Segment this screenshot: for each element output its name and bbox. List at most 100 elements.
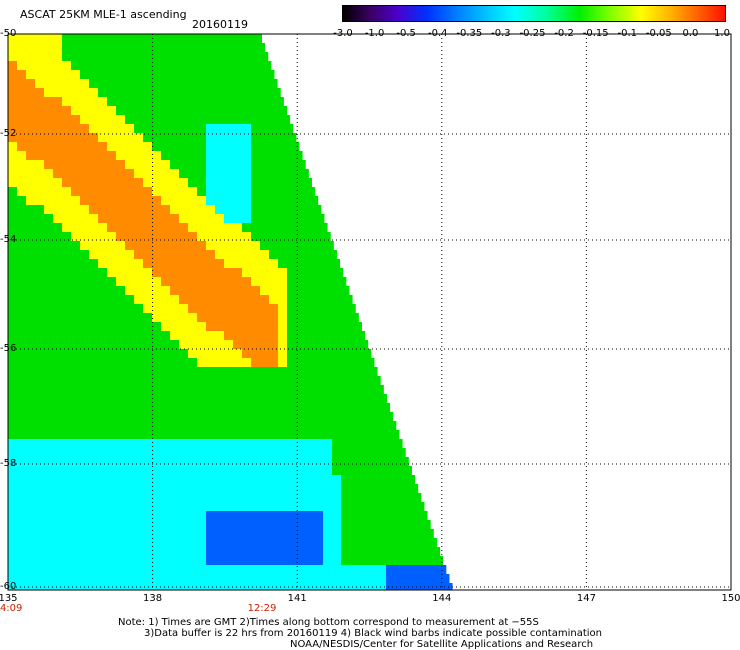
swath-cell <box>71 538 80 547</box>
swath-cell <box>89 223 98 232</box>
swath-cell <box>206 151 215 160</box>
swath-cell <box>188 88 197 97</box>
swath-cell <box>152 205 161 214</box>
swath-cell <box>89 259 98 268</box>
swath-cell <box>152 340 161 349</box>
swath-cell <box>98 565 107 574</box>
swath-cell <box>413 574 422 583</box>
swath-cell <box>242 367 251 376</box>
swath-cell <box>143 286 152 295</box>
swath-cell <box>116 448 125 457</box>
swath-cell <box>197 34 206 43</box>
swath-cell <box>89 448 98 457</box>
swath-cell <box>62 547 71 556</box>
swath-cell <box>305 475 314 484</box>
swath-cell <box>98 538 107 547</box>
swath-cell <box>305 358 314 367</box>
swath-cell <box>125 223 134 232</box>
swath-cell <box>314 331 323 340</box>
swath-cell <box>215 511 224 520</box>
swath-cell <box>224 358 233 367</box>
swath-cell <box>278 457 287 466</box>
swath-cell <box>314 520 323 529</box>
swath-cell <box>188 322 197 331</box>
swath-cell <box>17 124 26 133</box>
swath-cell <box>143 88 152 97</box>
swath-cell <box>17 232 26 241</box>
swath-cell <box>134 331 143 340</box>
swath-cell <box>179 439 188 448</box>
swath-cell <box>269 133 278 142</box>
swath-cell <box>215 367 224 376</box>
swath-cell <box>332 439 341 448</box>
swath-cell <box>44 376 53 385</box>
swath-cell <box>35 106 44 115</box>
swath-cell <box>170 484 179 493</box>
swath-cell <box>134 70 143 79</box>
swath-cell <box>80 574 89 583</box>
swath-cell <box>179 133 188 142</box>
swath-cell <box>26 178 35 187</box>
swath-cell <box>359 520 368 529</box>
swath-cell <box>80 52 89 61</box>
swath-cell <box>260 268 269 277</box>
swath-cell <box>278 223 287 232</box>
swath-cell <box>323 259 332 268</box>
swath-cell <box>107 133 116 142</box>
swath-cell <box>17 430 26 439</box>
swath-cell <box>143 97 152 106</box>
swath-cell <box>170 160 179 169</box>
swath-cell <box>305 304 314 313</box>
swath-cell <box>134 475 143 484</box>
swath-cell <box>125 268 134 277</box>
swath-cell <box>422 565 431 574</box>
swath-cell <box>224 385 233 394</box>
swath-cell <box>359 376 368 385</box>
swath-cell <box>251 169 260 178</box>
swath-cell <box>242 457 251 466</box>
swath-cell <box>98 34 107 43</box>
swath-cell <box>152 313 161 322</box>
swath-cell <box>17 259 26 268</box>
swath-cell <box>134 430 143 439</box>
swath-cell <box>35 394 44 403</box>
swath-cell <box>143 493 152 502</box>
swath-cell <box>422 529 431 538</box>
swath-cell <box>215 115 224 124</box>
swath-cell <box>62 79 71 88</box>
swath-cell <box>80 457 89 466</box>
swath-cell <box>125 502 134 511</box>
swath-cell <box>62 367 71 376</box>
swath-cell <box>62 160 71 169</box>
swath-cell <box>188 574 197 583</box>
swath-cell <box>26 394 35 403</box>
latitude-label: -54 <box>0 234 17 245</box>
swath-cell <box>89 439 98 448</box>
swath-cell <box>224 322 233 331</box>
swath-cell <box>152 403 161 412</box>
swath-cell <box>197 43 206 52</box>
swath-cell <box>287 430 296 439</box>
longitude-label: 144 <box>432 593 452 604</box>
swath-cell <box>422 583 431 590</box>
swath-cell <box>26 547 35 556</box>
swath-cell <box>8 421 17 430</box>
swath-cell <box>251 70 260 79</box>
swath-cell <box>278 376 287 385</box>
swath-cell <box>314 214 323 223</box>
swath-cell <box>260 142 269 151</box>
swath-cell <box>305 250 314 259</box>
swath-cell <box>89 124 98 133</box>
swath-cell <box>233 475 242 484</box>
swath-cell <box>287 421 296 430</box>
swath-cell <box>215 358 224 367</box>
swath-cell <box>278 169 287 178</box>
swath-cell <box>179 313 188 322</box>
swath-cell <box>341 358 350 367</box>
swath-cell <box>278 493 287 502</box>
swath-cell <box>197 286 206 295</box>
swath-cell <box>251 61 260 70</box>
swath-cell <box>62 106 71 115</box>
swath-cell <box>98 493 107 502</box>
swath-cell <box>197 259 206 268</box>
